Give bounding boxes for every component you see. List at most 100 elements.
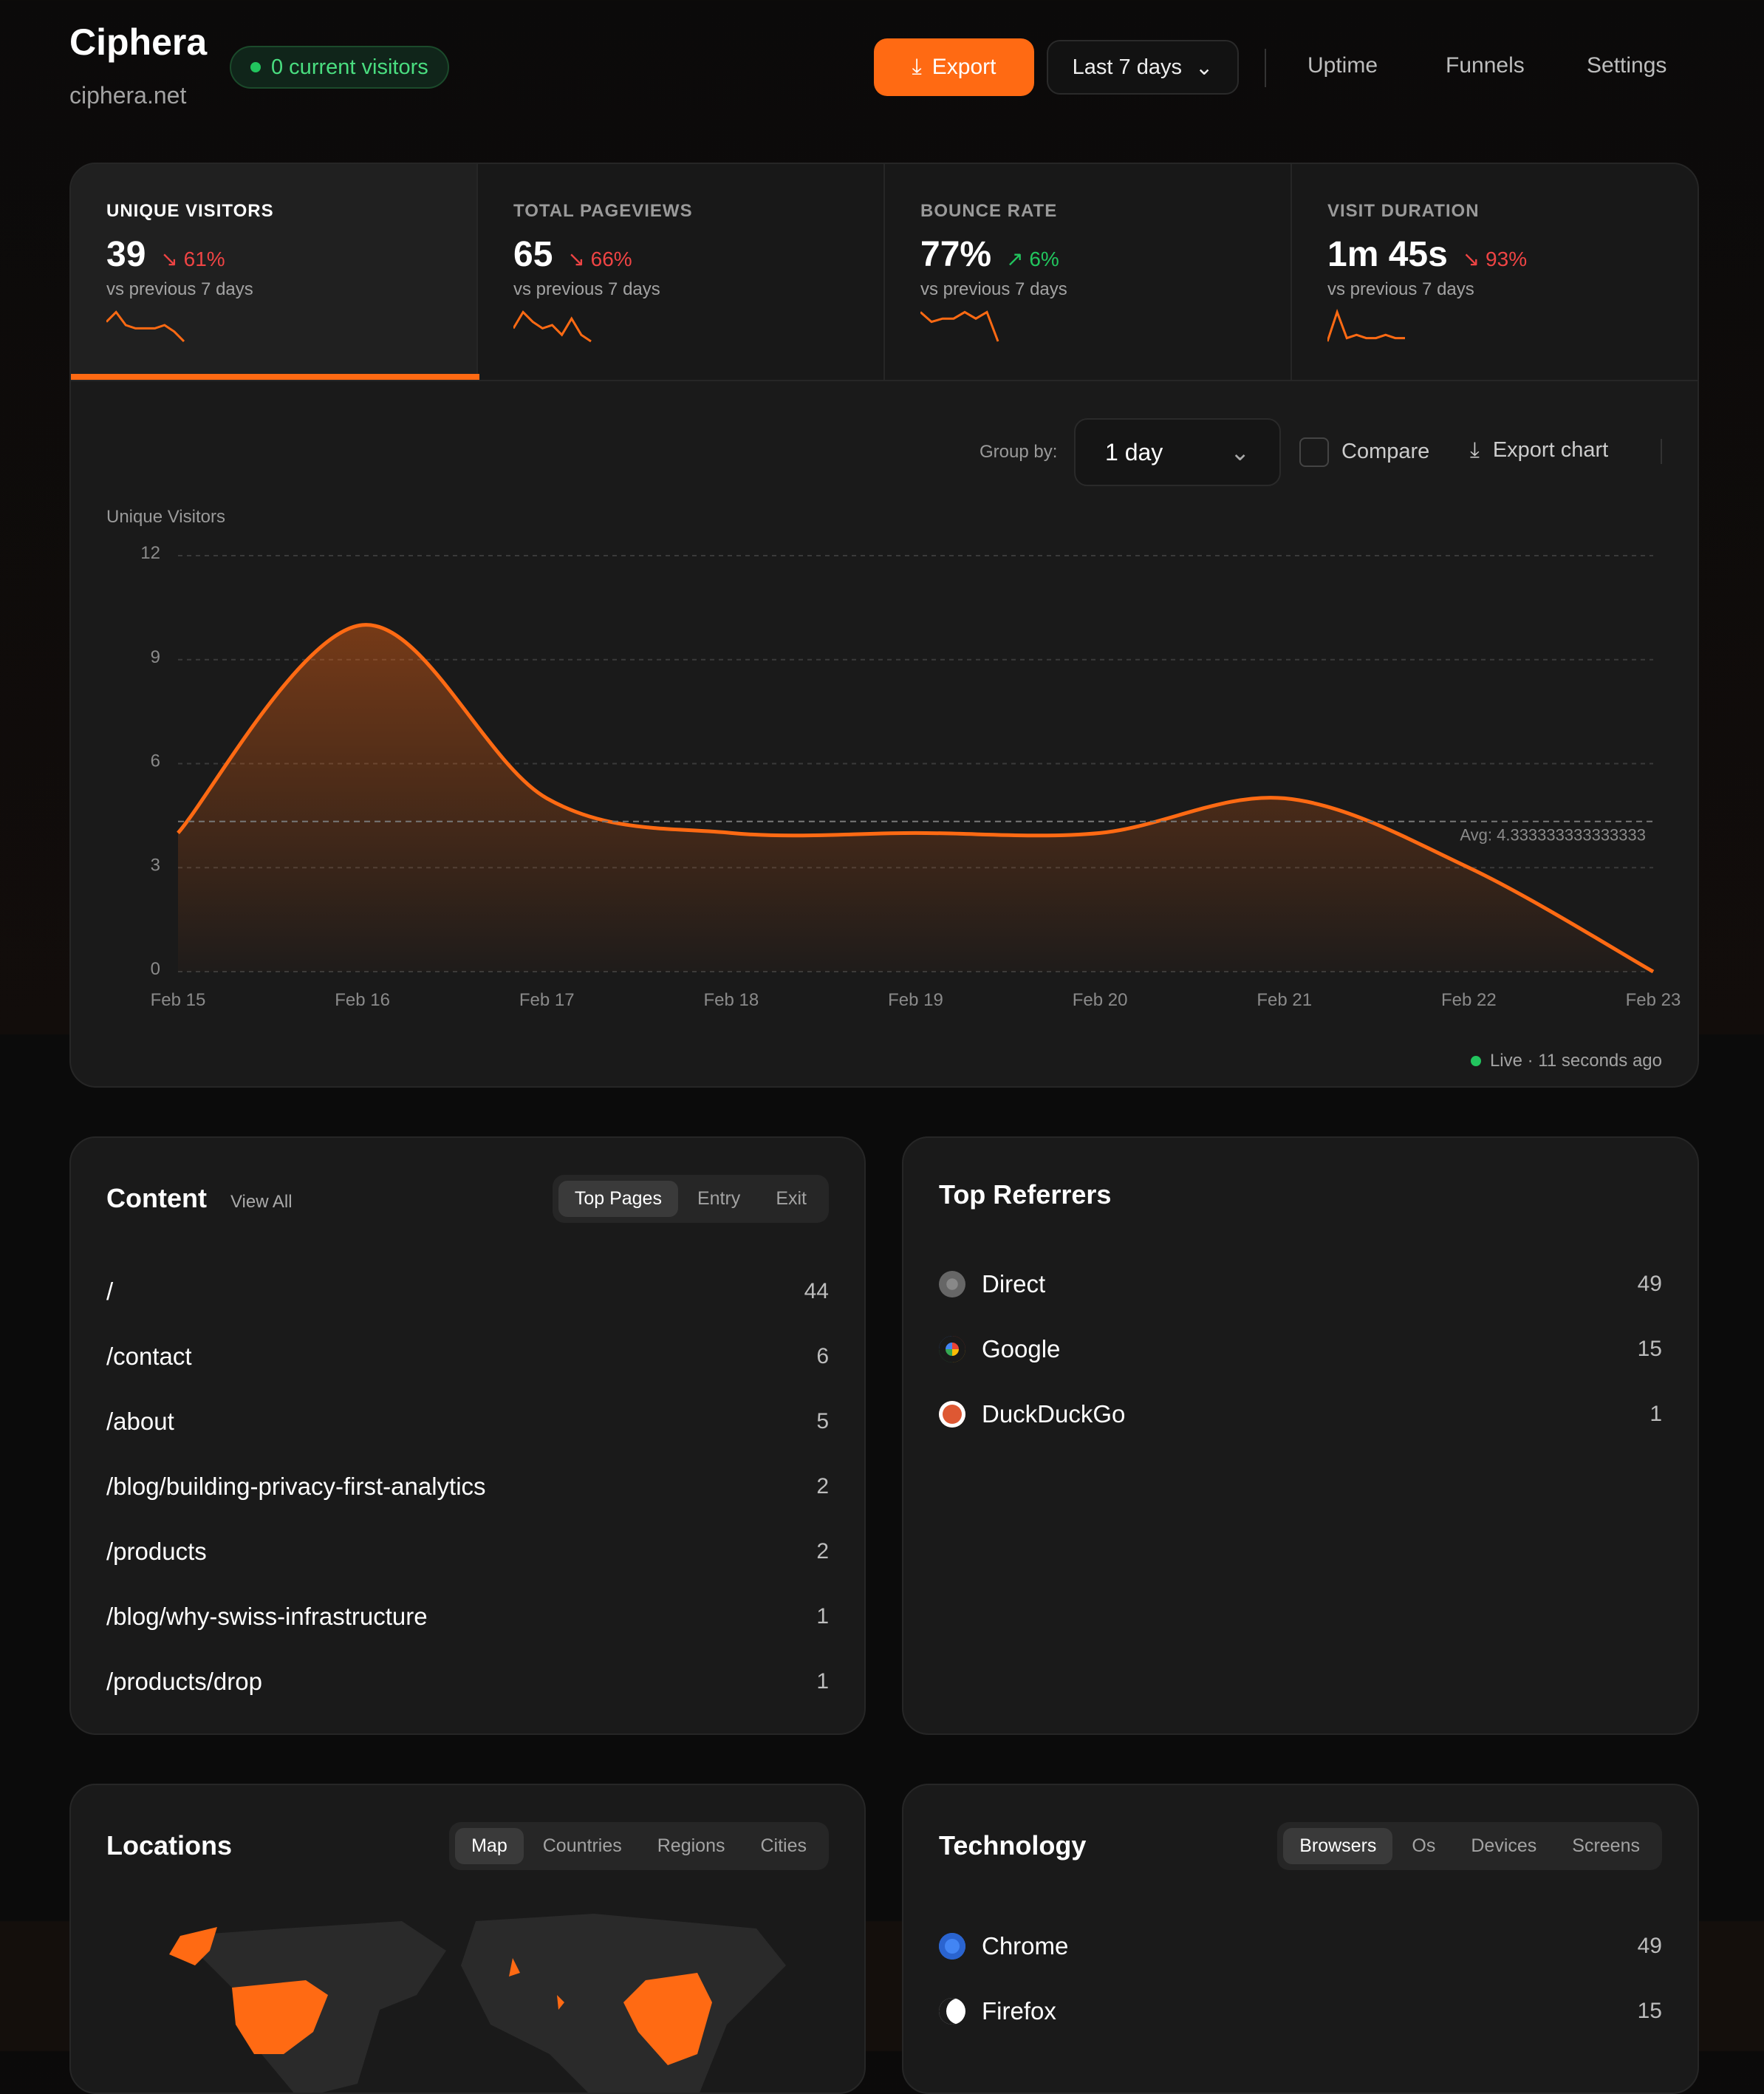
stat-change: ↗ 6% — [1006, 248, 1059, 271]
sparkline-line — [106, 310, 185, 343]
stat-label: VISIT DURATION — [1327, 201, 1480, 221]
stat-bounce-rate[interactable]: BOUNCE RATE 77% ↗ 6% vs previous 7 days — [885, 164, 1292, 380]
tab-exit[interactable]: Exit — [776, 1187, 807, 1209]
export-button[interactable]: ⤓ Export — [874, 38, 1034, 96]
stat-change-value: 6% — [1029, 247, 1059, 270]
globe-icon — [939, 1271, 965, 1297]
date-range-select[interactable]: Last 7 days ⌄ — [1047, 40, 1239, 95]
referrers-row[interactable]: Google 15 — [939, 1317, 1662, 1382]
map-region-china — [623, 1973, 712, 2065]
technology-row[interactable]: Firefox 15 — [939, 1979, 1662, 2044]
page-count: 1 — [816, 1604, 829, 1629]
stat-visit-duration[interactable]: VISIT DURATION 1m 45s ↘ 93% vs previous 7… — [1292, 164, 1698, 380]
area-fill — [178, 624, 1653, 972]
stat-value: 1m 45s — [1327, 234, 1448, 274]
nav-settings[interactable]: Settings — [1587, 53, 1667, 78]
compare-checkbox[interactable] — [1299, 437, 1329, 467]
referrers-title: Top Referrers — [939, 1179, 1112, 1210]
avg-label: Avg: 4.333333333333333 — [1460, 826, 1646, 845]
x-tick-label: Feb 16 — [335, 990, 390, 1010]
technology-row[interactable]: Chrome 49 — [939, 1914, 1662, 1979]
page-path: /blog/why-swiss-infrastructure — [106, 1603, 428, 1630]
x-tick-label: Feb 18 — [704, 990, 759, 1010]
technology-count: 49 — [1637, 1934, 1662, 1958]
download-icon: ⤓ — [1470, 438, 1480, 462]
page-path: /blog/building-privacy-first-analytics — [106, 1473, 486, 1500]
x-tick-label: Feb 21 — [1257, 990, 1312, 1010]
page-row[interactable]: /products 2 — [106, 1519, 829, 1584]
sparkline-line — [513, 310, 592, 343]
stat-change: ↘ 61% — [160, 248, 225, 271]
referrers-count: 1 — [1650, 1402, 1662, 1426]
world-map[interactable] — [136, 1906, 801, 2094]
tab-browsers[interactable]: Browsers — [1283, 1827, 1393, 1864]
page-count: 2 — [816, 1539, 829, 1563]
content-card: Content View All Top Pages Entry Exit / 44… — [69, 1136, 866, 1735]
referrers-row[interactable]: DuckDuckGo 1 — [939, 1382, 1662, 1447]
tab-top-pages[interactable]: Top Pages — [558, 1180, 678, 1217]
stat-label: UNIQUE VISITORS — [106, 201, 274, 221]
visitors-chart: 0 3 6 9 12 Feb 15 Feb 16 Feb 17 Feb 18 Feb 19 Feb … — [140, 543, 1681, 1010]
referrers-card: Top Referrers Direct 49 Google 15 DuckDuckGo… — [902, 1136, 1699, 1735]
y-tick-label: 0 — [151, 959, 160, 979]
page-row[interactable]: /about 5 — [106, 1389, 829, 1454]
page-count: 44 — [804, 1279, 829, 1303]
page-count: 6 — [816, 1344, 829, 1368]
tab-entry[interactable]: Entry — [697, 1187, 741, 1209]
page-count: 2 — [816, 1474, 829, 1498]
stat-total-pageviews[interactable]: TOTAL PAGEVIEWS 65 ↘ 66% vs previous 7 da… — [478, 164, 885, 380]
tab-os[interactable]: Os — [1412, 1835, 1436, 1856]
arrow-down-right-icon: ↘ — [567, 247, 585, 270]
chevron-down-icon: ⌄ — [1195, 55, 1214, 80]
referrers-row[interactable]: Direct 49 — [939, 1252, 1662, 1317]
stat-unique-visitors[interactable]: UNIQUE VISITORS 39 ↘ 61% vs previous 7 da… — [71, 164, 478, 380]
date-range-value: Last 7 days — [1072, 55, 1182, 79]
active-stat-indicator — [71, 374, 479, 380]
current-visitors-text: 0 current visitors — [271, 55, 428, 79]
divider — [71, 380, 1698, 381]
y-tick-label: 6 — [151, 751, 160, 771]
stat-value: 39 — [106, 234, 146, 274]
page-row[interactable]: /blog/why-swiss-infrastructure 1 — [106, 1584, 829, 1649]
locations-card: Locations Map Countries Regions Cities — [69, 1784, 866, 2094]
tab-devices[interactable]: Devices — [1471, 1835, 1537, 1856]
content-tabs: Top Pages Entry Exit — [552, 1174, 829, 1223]
export-chart-button[interactable]: ⤓ Export chart — [1470, 437, 1608, 463]
y-tick-label: 12 — [140, 543, 160, 563]
group-by-select[interactable]: 1 day ⌄ — [1074, 418, 1281, 486]
sparkline-line — [920, 310, 999, 342]
technology-tabs: Browsers Os Devices Screens — [1277, 1821, 1662, 1870]
nav-uptime[interactable]: Uptime — [1307, 53, 1378, 78]
nav-funnels[interactable]: Funnels — [1446, 53, 1525, 78]
arrow-up-right-icon: ↗ — [1006, 247, 1024, 270]
tab-countries[interactable]: Countries — [542, 1835, 622, 1856]
view-all-link[interactable]: View All — [230, 1192, 293, 1212]
page-path: / — [106, 1278, 114, 1305]
x-tick-label: Feb 22 — [1441, 990, 1497, 1010]
page-row[interactable]: /blog/building-privacy-first-analytics 2 — [106, 1454, 829, 1519]
sparkline — [513, 310, 592, 343]
page-row[interactable]: /products/drop 1 — [106, 1649, 829, 1714]
referrers-count: 49 — [1637, 1272, 1662, 1296]
stat-change-value: 61% — [183, 247, 225, 270]
technology-name: Firefox — [982, 1997, 1056, 2025]
stat-comparison: vs previous 7 days — [920, 279, 1067, 299]
live-status: Live · 11 seconds ago — [1470, 1051, 1662, 1072]
current-visitors-badge: 0 current visitors — [230, 46, 449, 89]
stat-change-value: 66% — [590, 247, 632, 270]
page-row[interactable]: /contact 6 — [106, 1324, 829, 1389]
tab-cities[interactable]: Cities — [760, 1835, 807, 1856]
export-label: Export — [931, 55, 996, 79]
page-path: /contact — [106, 1343, 192, 1370]
x-tick-label: Feb 15 — [151, 990, 206, 1010]
download-icon: ⤓ — [912, 55, 922, 79]
arrow-down-right-icon: ↘ — [160, 247, 178, 270]
tab-map[interactable]: Map — [455, 1827, 524, 1864]
tab-regions[interactable]: Regions — [657, 1835, 725, 1856]
live-dot-icon — [250, 62, 261, 72]
map-region-usa — [232, 1980, 328, 2054]
page-row[interactable]: / 44 — [106, 1259, 829, 1324]
stat-label: BOUNCE RATE — [920, 201, 1058, 221]
tab-screens[interactable]: Screens — [1572, 1835, 1640, 1856]
firefox-icon — [939, 1998, 965, 2025]
